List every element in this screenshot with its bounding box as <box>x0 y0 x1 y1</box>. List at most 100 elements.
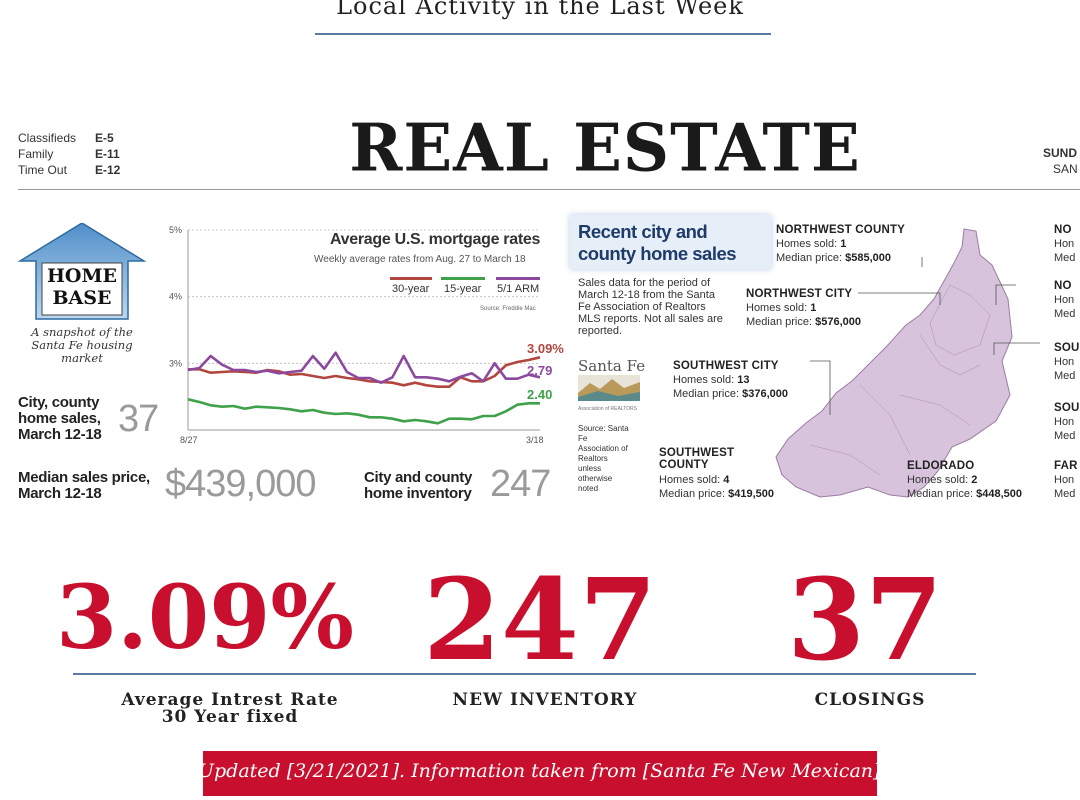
legend-label-15-year: 15-year <box>444 283 482 295</box>
legend-swatch-30-year <box>390 277 432 280</box>
section-name: Classifieds <box>18 131 77 145</box>
area-price: Median price: $448,500 <box>907 487 1022 501</box>
sales-count-value: 37 <box>118 398 159 440</box>
home-base-badge: HOME BASE A snapshot of the Santa Fe hou… <box>17 222 147 365</box>
section-page: E-11 <box>95 147 120 161</box>
metric-closings: 37 <box>787 555 943 686</box>
area-name: SOU <box>1054 342 1080 354</box>
section-page: E-12 <box>95 163 121 177</box>
area-price-value: $376,000 <box>742 388 788 400</box>
end-label-15-year: 2.40 <box>527 387 553 402</box>
home-base-title-line: HOME <box>46 265 118 287</box>
inventory-value: 247 <box>490 463 551 505</box>
area-name: NO <box>1054 224 1072 236</box>
sales-count-label: City, county home sales, March 12-18 <box>18 394 102 443</box>
area-eldorado: ELDORADO Homes sold: 2 Median price: $44… <box>907 459 1022 501</box>
area-sold-value: 4 <box>723 474 730 486</box>
area-sold: Homes sold: 2 <box>907 473 1022 487</box>
masthead-rule <box>18 189 1080 190</box>
area-sold: Homes sold: 1 <box>746 301 861 315</box>
section-index: Classifieds E-5 Family E-11 Time Out E-12 <box>18 130 120 178</box>
legend-swatch-15-year <box>441 277 485 280</box>
metric-new-inventory: 247 <box>423 555 657 686</box>
newspaper-masthead: REAL ESTATE <box>349 110 861 187</box>
end-label-arm: 2.79 <box>527 363 553 378</box>
area-price-label: Median price: <box>673 388 740 400</box>
sales-source: Source: Santa Fe Association of Realtors… <box>578 424 629 493</box>
masthead-date: SUND SAN <box>1043 145 1078 177</box>
area-name: SOU <box>1054 402 1080 414</box>
series-line-15-year <box>187 398 540 425</box>
series-line-30-year <box>188 356 541 388</box>
home-base-title: HOME BASE <box>42 265 122 309</box>
sales-description: Sales data for the period of March 12-18… <box>578 277 723 337</box>
area-cut-off: NO Hon Med <box>1054 279 1075 321</box>
section-index-row: Time Out E-12 <box>18 162 120 178</box>
section-index-row: Family E-11 <box>18 146 120 162</box>
area-price: Median price: $585,000 <box>776 251 905 265</box>
map-leader-lines <box>810 257 1040 415</box>
legend-swatch-arm <box>496 277 540 280</box>
metric-label-interest-rate: Average Intrest Rate 30 Year fixed <box>121 690 339 727</box>
chart-title: Average U.S. mortgage rates <box>330 231 541 248</box>
area-sold-label: Hon <box>1054 474 1075 486</box>
area-price: Median price: $419,500 <box>659 487 774 501</box>
realtors-logo-text: Santa Fe <box>578 357 646 375</box>
area-price-label: Med <box>1054 370 1076 382</box>
area-sold-value: 13 <box>737 374 750 386</box>
newspaper-clipping: Classifieds E-5 Family E-11 Time Out E-12 R… <box>0 105 1080 525</box>
realtors-logo-caption: Association of REALTORS <box>578 406 638 412</box>
area-sold: Homes sold: 1 <box>776 237 905 251</box>
area-price-label: Med <box>1054 252 1076 264</box>
area-name: SOUTHWEST CITY <box>673 360 779 372</box>
section-page: E-5 <box>95 131 114 145</box>
area-price-label: Median price: <box>659 488 726 500</box>
area-price-value: $448,500 <box>976 488 1022 500</box>
chart-source: Source: Freddie Mac <box>480 306 536 312</box>
area-price-label: Med <box>1054 430 1076 442</box>
area-cut-off: NO Hon Med <box>1054 223 1075 265</box>
section-index-row: Classifieds E-5 <box>18 130 120 146</box>
area-sold-label: Hon <box>1054 294 1075 306</box>
area-northwest-county: NORTHWEST COUNTY Homes sold: 1 Median pr… <box>776 223 905 265</box>
title-underline <box>315 33 771 35</box>
sales-title: Recent city and county home sales <box>570 215 771 269</box>
home-base-title-line: BASE <box>52 287 112 309</box>
area-price-label: Med <box>1054 488 1076 500</box>
end-label-30-year: 3.09% <box>527 341 564 356</box>
area-price: Median price: $376,000 <box>673 387 788 401</box>
area-sold-label: Hon <box>1054 238 1075 250</box>
section-name: Family <box>18 147 54 161</box>
area-price-label: Median price: <box>776 252 843 264</box>
chart-subtitle: Weekly average rates from Aug. 27 to Mar… <box>314 254 526 265</box>
metrics-divider <box>73 673 976 675</box>
area-price-label: Med <box>1054 308 1076 320</box>
area-price-value: $419,500 <box>728 488 774 500</box>
area-sold-label: Homes sold: <box>776 238 838 250</box>
area-sold: Homes sold: 13 <box>673 373 788 387</box>
area-cut-off: FAR Hon Med <box>1054 459 1078 501</box>
house-arrow-icon <box>17 222 147 320</box>
area-sold-label: Homes sold: <box>746 302 808 314</box>
area-sold-value: 1 <box>840 238 847 250</box>
area-northwest-city: NORTHWEST CITY Homes sold: 1 Median pric… <box>746 287 861 329</box>
santa-fe-area-map <box>775 228 1040 498</box>
metric-label-new-inventory: NEW INVENTORY <box>452 690 638 710</box>
area-sold-label: Homes sold: <box>673 374 735 386</box>
area-sold-value: 2 <box>971 474 978 486</box>
map-region <box>775 228 1013 498</box>
x-tick-label: 3/18 <box>526 435 544 445</box>
series-line-5-1-arm <box>187 351 541 384</box>
mortgage-rate-chart: 5% 4% 3% 8/27 3/18 <box>169 225 544 445</box>
area-price-label: Median price: <box>907 488 974 500</box>
area-name: NO <box>1054 280 1072 292</box>
section-name: Time Out <box>18 163 67 177</box>
area-price-label: Median price: <box>746 316 813 328</box>
santa-fe-landscape-icon <box>578 375 640 401</box>
median-price-value: $439,000 <box>165 463 316 505</box>
masthead-date-line: SAN <box>1053 162 1078 176</box>
legend-label-30-year: 30-year <box>392 283 430 295</box>
y-tick-label: 5% <box>169 225 182 235</box>
area-name: NORTHWEST COUNTY <box>776 224 906 236</box>
area-sold-label: Homes sold: <box>659 474 721 486</box>
